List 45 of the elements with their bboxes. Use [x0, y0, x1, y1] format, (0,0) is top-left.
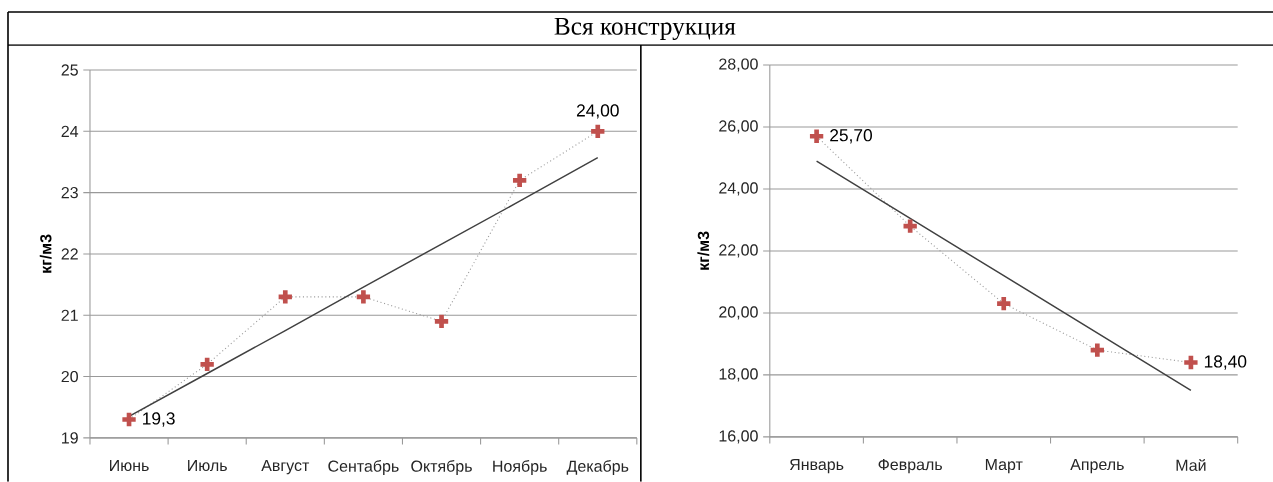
point [200, 357, 214, 372]
data-label: 18,40 [1204, 355, 1247, 370]
x-tick-label: Октябрь [411, 459, 472, 476]
y-tick-label: 26,00 [719, 120, 758, 134]
y-tick-label: 20,00 [719, 306, 758, 320]
y-tick-label: 19 [62, 432, 78, 444]
y-tick-label: 20 [61, 370, 78, 383]
x-tick-label: Январь [789, 459, 844, 474]
x-tick-label: Ноябрь [493, 459, 547, 476]
point [278, 290, 292, 304]
point [122, 412, 136, 427]
y-tick-label: 16,00 [719, 430, 758, 444]
y-tick-label: 18,00 [719, 368, 758, 382]
data-label: 25,70 [830, 129, 872, 144]
data-label: 24,00 [576, 104, 619, 119]
x-tick-label: Декабрь [566, 459, 629, 476]
y-tick-label: 22 [61, 248, 78, 260]
point [356, 290, 371, 304]
y-tick-label: 25 [61, 64, 78, 76]
y-axis-title: кг/м3 [697, 231, 710, 270]
point [809, 129, 824, 143]
y-axis-title: кг/м3 [39, 234, 52, 273]
y-tick-label: 22,00 [719, 244, 758, 258]
y-tick-label: 28,00 [719, 58, 758, 72]
x-tick-label: Сентабрь [328, 459, 399, 476]
x-tick-label: Февраль [878, 458, 942, 474]
x-tick-label: Июнь [110, 460, 149, 472]
point [591, 124, 605, 139]
y-tick-label: 23 [61, 187, 78, 199]
chart-title: Вся конструкция [554, 18, 736, 41]
x-tick-label: Март [985, 459, 1023, 474]
point [1090, 343, 1104, 357]
x-tick-label: Август [261, 460, 310, 475]
y-tick-label: 24,00 [719, 182, 758, 196]
point [1184, 355, 1198, 370]
point [434, 314, 449, 329]
y-tick-label: 24 [61, 125, 79, 137]
x-tick-label: Апрель [1070, 459, 1124, 474]
point [512, 173, 527, 188]
x-tick-label: Май [1176, 458, 1206, 472]
x-tick-label: Июль [188, 460, 227, 472]
y-tick-label: 21 [61, 309, 78, 321]
point [903, 219, 917, 233]
data-label: 19,3 [143, 412, 175, 427]
point [997, 297, 1011, 311]
